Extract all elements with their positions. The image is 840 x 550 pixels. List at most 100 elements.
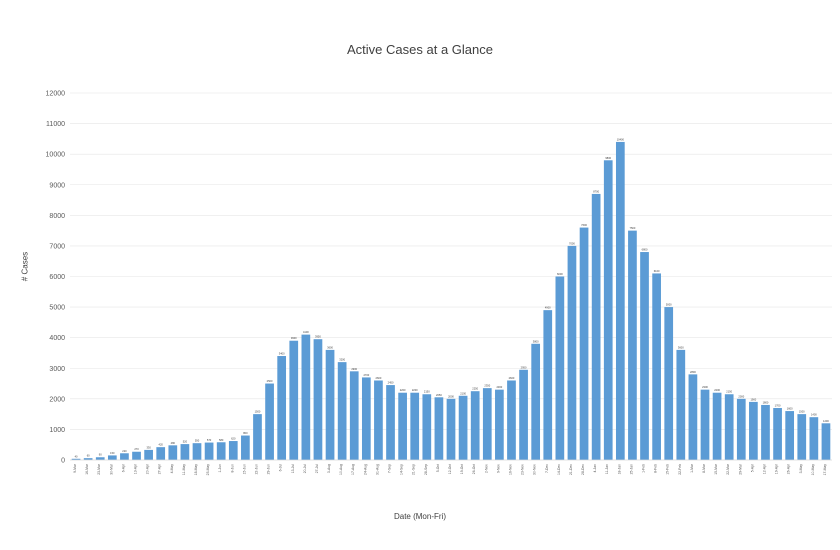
data-label: 2200	[412, 388, 418, 392]
x-tick-label: 11-May	[182, 464, 186, 475]
data-label: 6000	[557, 272, 563, 276]
data-label: 3600	[327, 345, 333, 349]
x-tick-label: 11-Jan	[605, 464, 609, 474]
data-label: 3400	[279, 352, 285, 356]
bar	[325, 349, 335, 460]
x-tick-label: 14-Sep	[400, 464, 404, 475]
data-label: 1500	[255, 410, 261, 414]
x-tick-label: 19-Oct	[460, 464, 464, 474]
data-label: 2300	[496, 385, 502, 389]
data-label: 2000	[448, 394, 454, 398]
data-label: 580	[219, 438, 224, 442]
data-label: 330	[146, 445, 151, 449]
data-label: 3800	[533, 339, 539, 343]
bar	[724, 394, 734, 460]
bar-series	[71, 141, 831, 461]
bar	[289, 340, 299, 460]
data-label: 6100	[654, 269, 660, 273]
bar	[361, 377, 371, 460]
data-label: 2000	[738, 394, 744, 398]
data-label: 2150	[726, 390, 732, 394]
bar	[241, 435, 250, 460]
x-tick-label: 17-May	[823, 464, 827, 476]
data-label: 5000	[666, 303, 672, 307]
bar	[446, 398, 456, 460]
x-tick-label: 5-Apr	[750, 463, 754, 472]
x-tick-label: 2-Nov	[484, 464, 488, 473]
bar	[628, 230, 637, 460]
x-tick-label: 10-Aug	[339, 464, 343, 475]
x-tick-label: 29-Mar	[738, 463, 742, 475]
data-label: 270	[134, 447, 139, 451]
data-label: 1500	[799, 410, 805, 414]
x-tick-label: 15-Jun	[242, 464, 246, 474]
data-label: 1400	[811, 413, 817, 417]
bar	[640, 252, 649, 460]
x-tick-label: 3-Aug	[327, 464, 331, 473]
bar	[107, 455, 117, 460]
x-tick-label: 26-Oct	[472, 464, 476, 474]
y-tick-labels: 0 1000 2000 3000 4000 5000 6000 7000 8000 9000 100…	[46, 91, 66, 465]
data-label: 420	[159, 443, 164, 447]
data-label: 2600	[509, 376, 515, 380]
bar	[95, 457, 105, 460]
data-label: 40	[75, 454, 78, 458]
bar	[204, 442, 214, 460]
data-label: 2200	[400, 388, 406, 392]
bar	[809, 417, 819, 460]
x-tick-label: 23-Mar	[97, 463, 101, 475]
x-tick-label: 13-Jul	[291, 464, 295, 473]
bar	[374, 380, 383, 460]
bar	[277, 356, 287, 460]
data-label: 10400	[617, 137, 625, 141]
x-tick-label: 22-Feb	[678, 464, 682, 475]
bar	[168, 445, 178, 460]
data-label: 90	[99, 453, 102, 457]
data-label: 3200	[339, 358, 345, 362]
data-label: 800	[243, 431, 248, 435]
grid-layer	[70, 92, 832, 430]
data-label: 2100	[460, 391, 466, 395]
data-label: 2600	[376, 376, 382, 380]
bar	[216, 442, 226, 460]
x-tick-label: 10-May	[811, 464, 815, 476]
bar	[434, 397, 444, 460]
x-tick-label: 4-Jan	[593, 464, 597, 473]
x-tick-label: 12-Apr	[762, 463, 766, 474]
x-tick-label: 5-Oct	[436, 464, 440, 472]
data-label: 1800	[763, 400, 769, 404]
x-tick-label: 15-Mar	[714, 463, 718, 475]
bar	[398, 392, 407, 460]
data-label: 6800	[642, 248, 648, 252]
data-label: 4900	[545, 306, 551, 310]
data-label: 480	[171, 441, 176, 445]
y-tick-label: 2000	[49, 396, 65, 403]
bar	[180, 444, 190, 460]
y-tick-label: 11000	[46, 121, 65, 128]
x-tick-label: 16-Mar	[85, 463, 89, 475]
x-tick-label: 31-Aug	[375, 464, 379, 475]
bar	[555, 276, 565, 460]
bar	[71, 458, 81, 460]
x-tick-label: 3-May	[799, 464, 803, 474]
bar	[458, 395, 468, 460]
data-label: 620	[231, 437, 236, 441]
bar	[495, 389, 504, 460]
x-tick-label: 19-Apr	[775, 463, 779, 474]
x-tick-label: 9-Nov	[496, 464, 500, 473]
bar	[773, 408, 782, 460]
bar	[83, 458, 93, 460]
bar	[192, 443, 202, 460]
bar	[761, 404, 770, 460]
data-label: 1200	[823, 419, 829, 423]
bar	[615, 141, 625, 460]
y-tick-label: 0	[61, 458, 65, 465]
x-tick-label: 14-Dec	[557, 464, 561, 475]
x-axis-label: Date (Mon-Fri)	[393, 512, 446, 521]
x-tick-label: 8-Mar	[702, 463, 706, 473]
bar	[337, 362, 347, 460]
bar	[265, 383, 274, 460]
x-tick-label: 8-Feb	[654, 464, 658, 473]
